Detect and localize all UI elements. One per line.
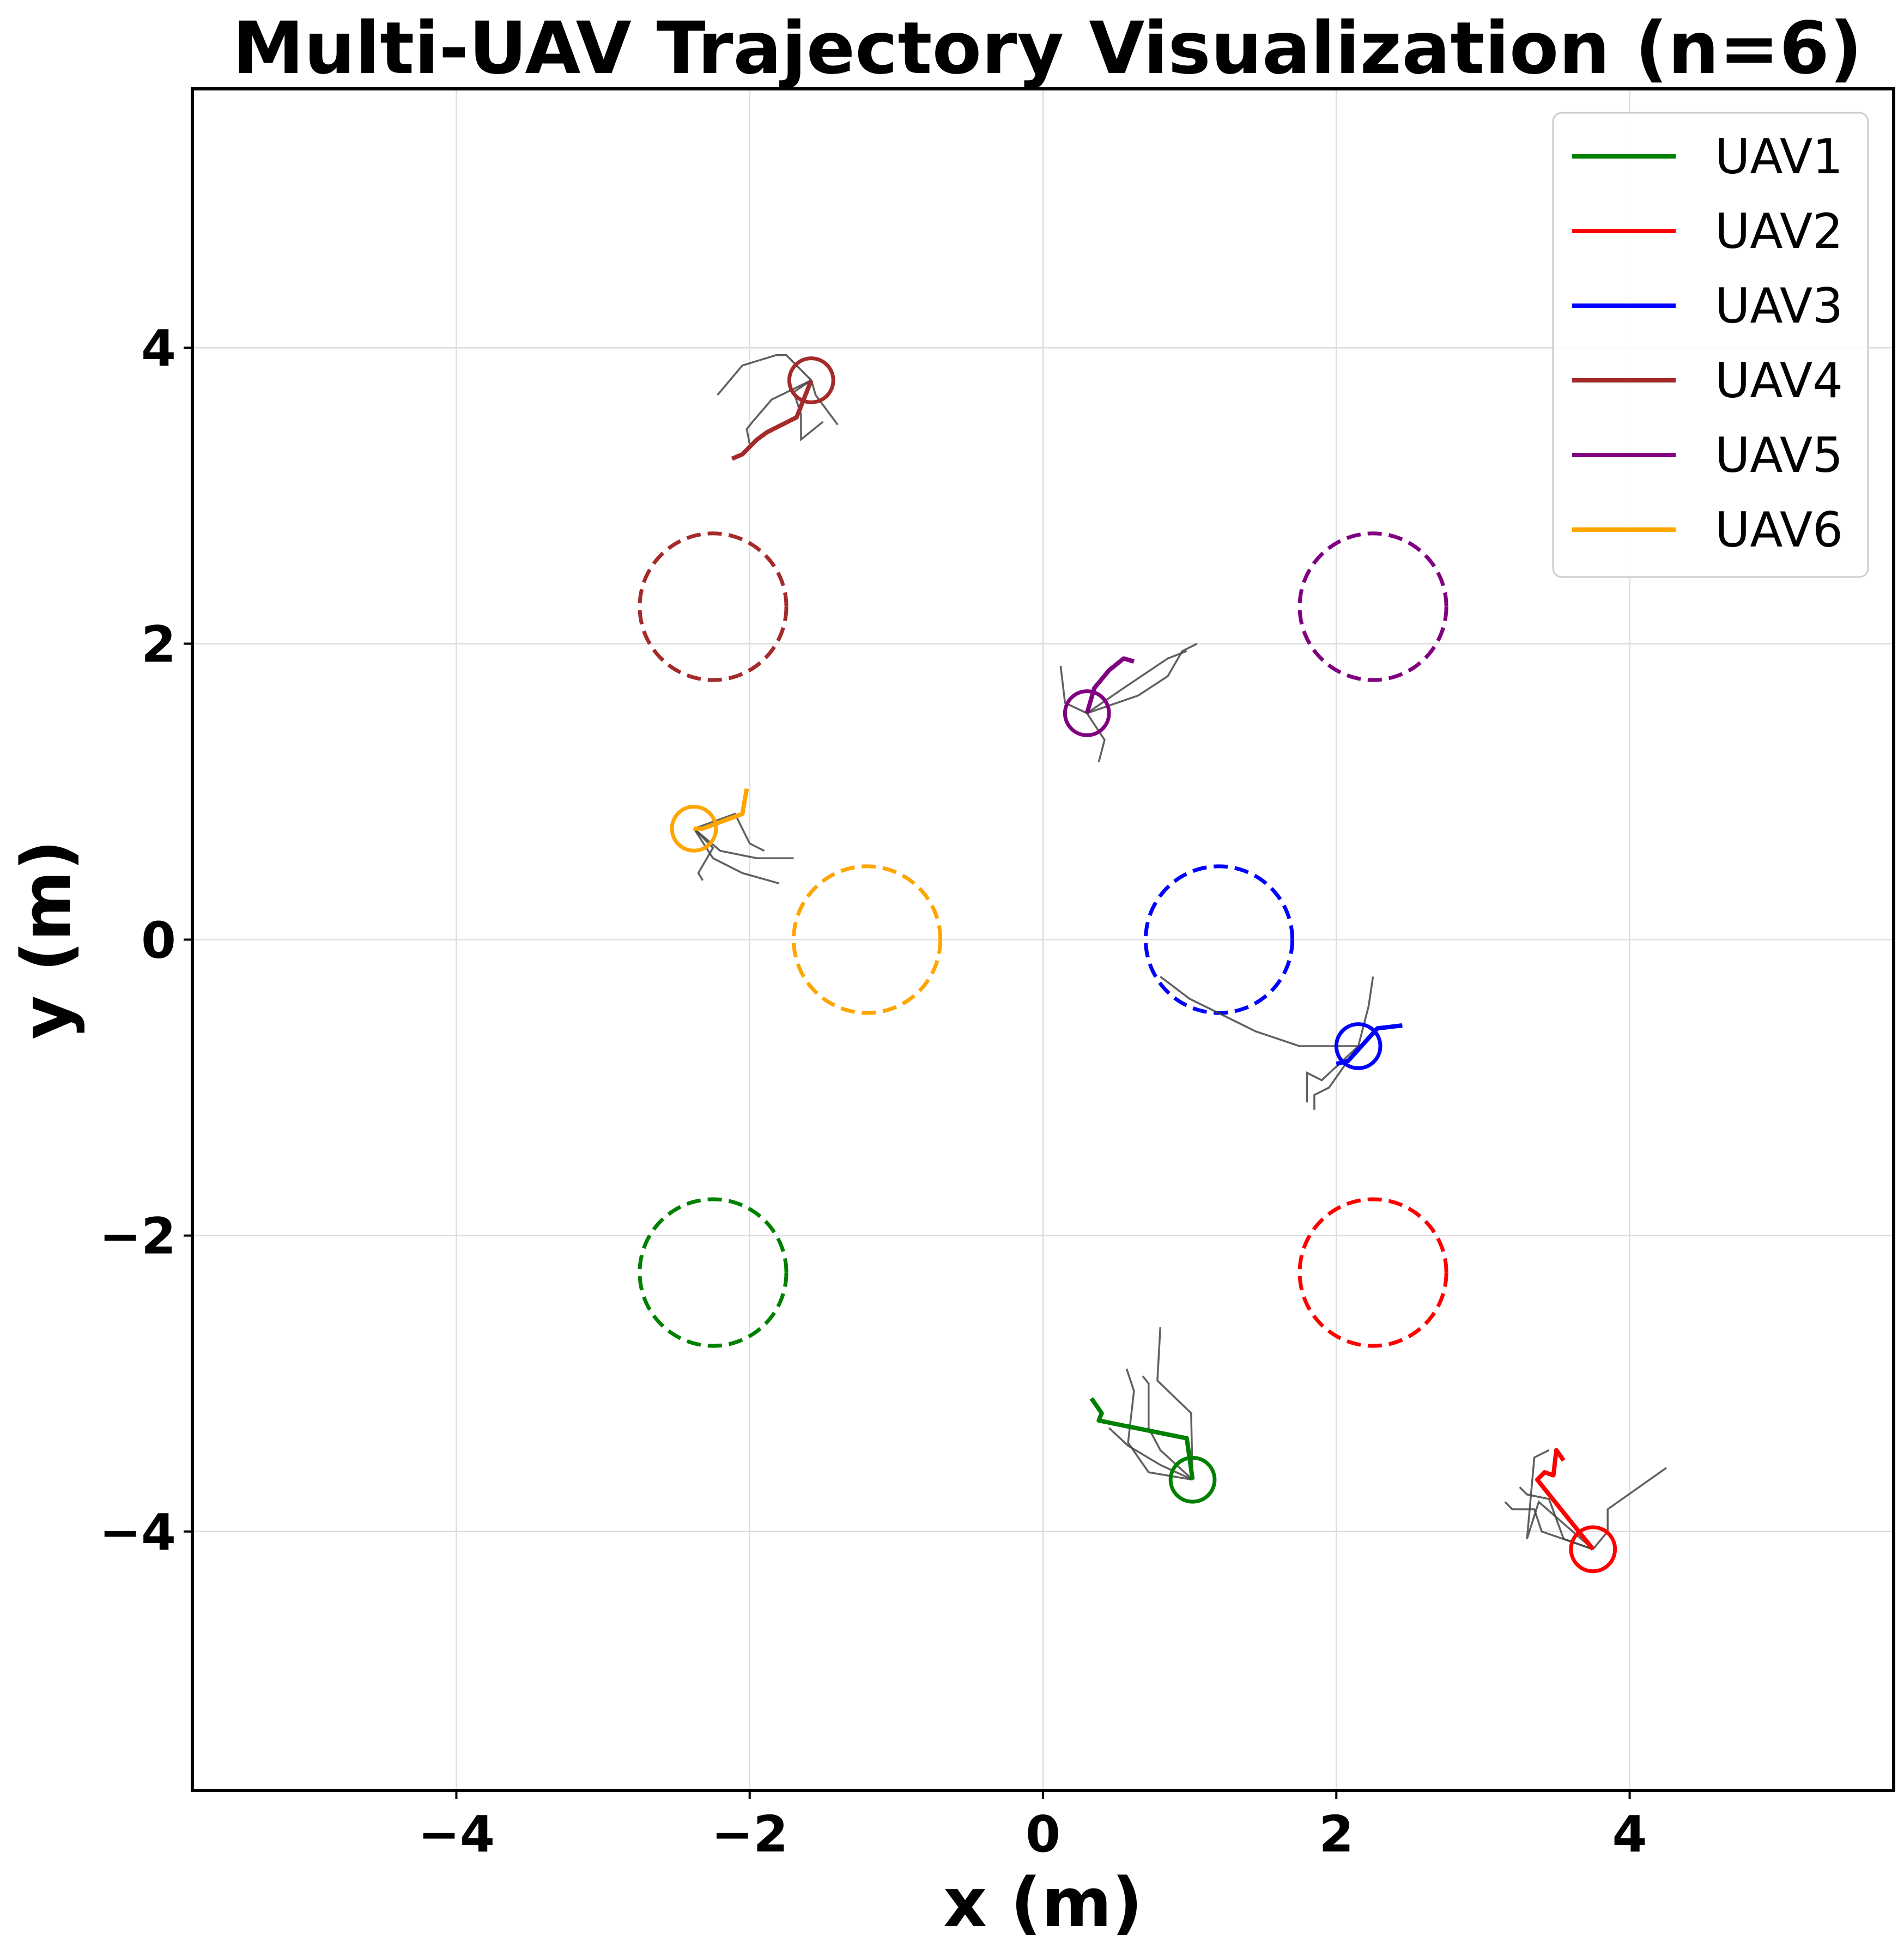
uav2-goal-circle: [1297, 1197, 1448, 1348]
legend-label-uav4: UAV4: [1715, 353, 1843, 409]
uav3-history-trail: [1160, 976, 1359, 1047]
uav3-current-position: [1334, 1022, 1382, 1070]
uav5-goal-circle: [1297, 531, 1448, 682]
uav5-history-trail: [1086, 713, 1106, 763]
uav6-path: [694, 788, 749, 831]
legend-label-uav5: UAV5: [1715, 427, 1843, 483]
uav5-current-position: [1063, 689, 1111, 737]
uav4-history-trail: [745, 379, 812, 445]
legend-label-uav1: UAV1: [1715, 129, 1843, 185]
uav-paths: [694, 379, 1595, 1551]
y-tick-label: 2: [141, 615, 176, 673]
uav6-history-trail: [693, 828, 780, 884]
legend: UAV1 UAV2 UAV3 UAV4 UAV5 UAV6: [1552, 112, 1869, 578]
uav4-current-position: [787, 356, 835, 404]
uav2-history-trail: [1592, 1467, 1667, 1550]
uav1-history-trail: [1125, 1368, 1193, 1481]
y-tick-label: −2: [99, 1207, 176, 1266]
goal-circles: [638, 531, 1448, 1348]
uav6-history-trail: [693, 828, 794, 859]
uav1-history-trail: [1156, 1327, 1194, 1480]
y-tick-label: 0: [141, 912, 176, 970]
uav6-current-position: [670, 804, 718, 853]
uav1-path: [1089, 1397, 1195, 1480]
uav1-history-trail: [1142, 1375, 1193, 1480]
x-tick-label: −2: [711, 1805, 788, 1863]
chart-title: Multi-UAV Trajectory Visualization (n=6): [232, 7, 1863, 90]
uav4-goal-circle: [638, 531, 789, 682]
uav5-history-trail: [1087, 642, 1198, 714]
uav4-path: [731, 379, 814, 461]
history-trails: [693, 354, 1667, 1550]
uav6-goal-circle: [791, 864, 943, 1015]
uav1-history-trail: [1108, 1427, 1193, 1481]
uav2-current-position: [1569, 1525, 1617, 1574]
legend-label-uav2: UAV2: [1715, 203, 1843, 259]
axis-ticks: −4 −2 0 2 4 −4 −2 0 2 4: [99, 319, 1647, 1863]
x-tick-label: −4: [418, 1805, 495, 1863]
uav4-history-trail: [810, 380, 839, 426]
uav2-history-trail: [1526, 1449, 1594, 1550]
y-tick-label: 4: [141, 319, 176, 378]
uav2-path: [1535, 1448, 1595, 1551]
uav2-history-trail: [1504, 1501, 1593, 1550]
x-tick-label: 0: [1026, 1805, 1060, 1863]
uav5-path: [1084, 656, 1135, 714]
uav6-history-trail: [693, 828, 714, 881]
uav4-history-trail: [792, 379, 824, 442]
x-axis-label: x (m): [943, 1864, 1143, 1942]
uav1-current-position: [1168, 1455, 1217, 1504]
legend-label-uav6: UAV6: [1715, 502, 1843, 558]
uav3-history-trail: [1357, 976, 1374, 1047]
x-tick-label: 4: [1612, 1805, 1647, 1863]
current-positions: [670, 356, 1617, 1574]
y-axis-label: y (m): [8, 840, 86, 1040]
uav1-goal-circle: [638, 1197, 789, 1348]
uav3-history-trail: [1313, 1045, 1360, 1110]
uav5-history-trail: [1059, 665, 1088, 714]
x-tick-label: 2: [1319, 1805, 1354, 1863]
y-tick-label: −4: [99, 1503, 176, 1562]
legend-label-uav3: UAV3: [1715, 278, 1843, 334]
